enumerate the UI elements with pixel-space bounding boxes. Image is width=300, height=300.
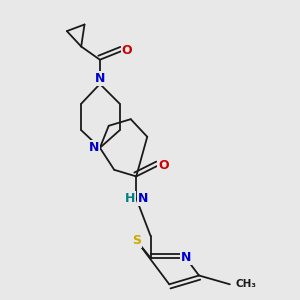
Text: N: N	[181, 251, 191, 264]
Text: N: N	[95, 73, 105, 85]
Text: N: N	[89, 141, 99, 154]
Text: H: H	[125, 192, 136, 205]
Text: N: N	[138, 192, 148, 205]
Text: CH₃: CH₃	[236, 279, 257, 289]
Text: S: S	[132, 234, 141, 247]
Text: O: O	[122, 44, 132, 57]
Text: O: O	[158, 159, 169, 172]
